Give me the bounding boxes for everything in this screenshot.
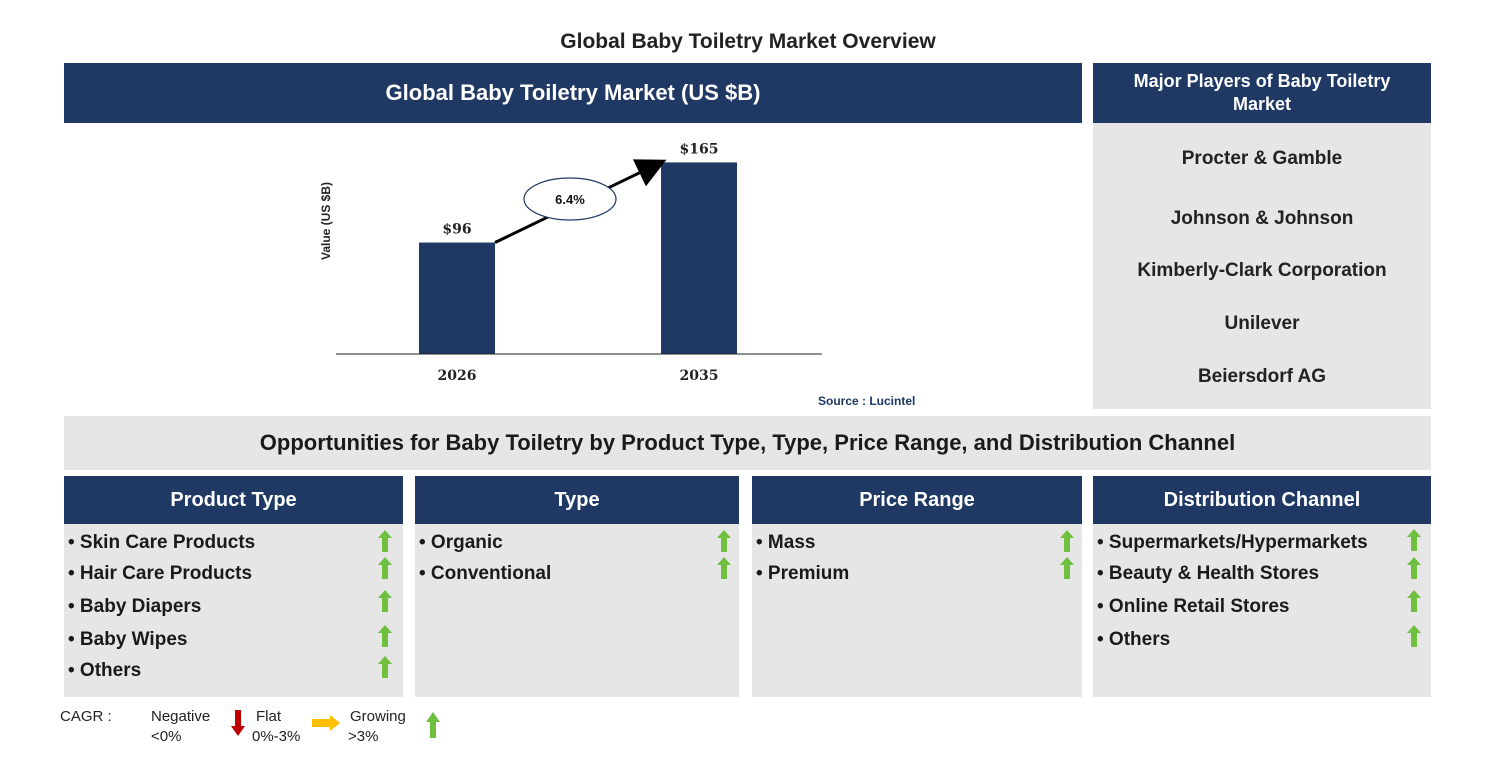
growing-arrow-icon — [717, 557, 731, 579]
segment-title: Price Range — [859, 488, 975, 511]
growing-arrow-icon — [1407, 590, 1421, 612]
legend-label: CAGR : — [60, 708, 112, 725]
x-tick-label: 2026 — [438, 368, 477, 384]
chart-panel-header: Global Baby Toiletry Market (US $B) — [64, 63, 1082, 123]
legend-negative-name: Negative — [151, 708, 211, 725]
segment-item: • Supermarkets/Hypermarkets — [1097, 532, 1368, 553]
growing-arrow-icon — [1407, 625, 1421, 647]
segment-item: • Organic — [419, 532, 503, 553]
data-label: $165 — [680, 141, 719, 157]
segment-item: • Hair Care Products — [68, 563, 253, 584]
segment-item: • Beauty & Health Stores — [1097, 563, 1320, 584]
y-axis-label: Value (US $B) — [319, 182, 333, 260]
players-list: Procter & Gamble Johnson & Johnson Kimbe… — [1093, 123, 1431, 409]
growing-arrow-icon — [378, 530, 392, 552]
segment-item: • Online Retail Stores — [1097, 596, 1290, 617]
growing-arrow-icon — [378, 625, 392, 647]
segment-title: Product Type — [170, 488, 297, 511]
opportunities-banner: Opportunities for Baby Toiletry by Produ… — [64, 416, 1431, 470]
cagr-ellipse — [523, 177, 617, 221]
segment-item: • Others — [1097, 629, 1171, 650]
flat-arrow-icon — [312, 715, 340, 731]
legend-negative-range: <0% — [151, 728, 182, 745]
bar-2026 — [419, 242, 495, 354]
players-title: Major Players of Baby Toiletry Market — [1133, 71, 1391, 114]
player-item: Beiersdorf AG — [1197, 366, 1327, 387]
player-item: Johnson & Johnson — [1170, 208, 1354, 229]
market-bar-chart: $96 2026 $165 2035 Value (US $B) 6.4% — [319, 141, 822, 384]
growing-arrow-icon — [1407, 529, 1421, 551]
growing-arrow-icon — [1060, 557, 1074, 579]
player-item: Procter & Gamble — [1181, 148, 1343, 169]
growing-arrow-icon — [378, 656, 392, 678]
segment-body-distribution-channel: • Supermarkets/Hypermarkets • Beauty & H… — [1093, 524, 1431, 697]
segment-header-type: Type — [415, 476, 739, 524]
segment-item: • Conventional — [419, 563, 552, 584]
legend-flat-name: Flat — [256, 708, 282, 725]
player-item: Unilever — [1224, 313, 1300, 334]
segment-item: • Skin Care Products — [68, 532, 256, 553]
segment-body-product-type: • Skin Care Products • Hair Care Product… — [64, 524, 403, 697]
segment-title: Distribution Channel — [1163, 488, 1361, 511]
chart-panel-title: Global Baby Toiletry Market (US $B) — [385, 80, 761, 105]
data-label: $96 — [442, 222, 471, 238]
segment-item: • Premium — [756, 563, 850, 584]
segment-header-distribution-channel: Distribution Channel — [1093, 476, 1431, 524]
segment-body-price-range: • Mass • Premium — [752, 524, 1082, 697]
growing-arrow-icon — [717, 530, 731, 552]
page-title: Global Baby Toiletry Market Overview — [560, 30, 936, 53]
legend-growing-name: Growing — [350, 708, 406, 725]
negative-arrow-icon — [231, 710, 245, 736]
x-tick-label: 2035 — [680, 368, 719, 384]
players-header: Major Players of Baby Toiletry Market — [1093, 63, 1431, 123]
segment-item: • Baby Wipes — [68, 629, 188, 650]
growing-arrow-icon — [378, 590, 392, 612]
player-item: Kimberly-Clark Corporation — [1137, 260, 1387, 281]
growing-arrow-icon — [1407, 557, 1421, 579]
bar-2035 — [661, 162, 737, 354]
chart-source: Source : Lucintel — [818, 394, 916, 408]
growing-arrow-icon — [426, 712, 440, 738]
legend-growing-range: >3% — [348, 728, 379, 745]
segment-header-price-range: Price Range — [752, 476, 1082, 524]
segment-header-product-type: Product Type — [64, 476, 403, 524]
segment-item: • Baby Diapers — [68, 596, 202, 617]
segment-item: • Others — [68, 660, 142, 681]
legend-flat-range: 0%-3% — [252, 728, 301, 745]
growing-arrow-icon — [1060, 530, 1074, 552]
growing-arrow-icon — [378, 557, 392, 579]
cagr-label: 6.4% — [555, 192, 585, 207]
segment-item: • Mass — [756, 532, 816, 553]
opportunities-title: Opportunities for Baby Toiletry by Produ… — [259, 430, 1236, 455]
segment-title: Type — [554, 488, 600, 511]
segment-body-type: • Organic • Conventional — [415, 524, 739, 697]
